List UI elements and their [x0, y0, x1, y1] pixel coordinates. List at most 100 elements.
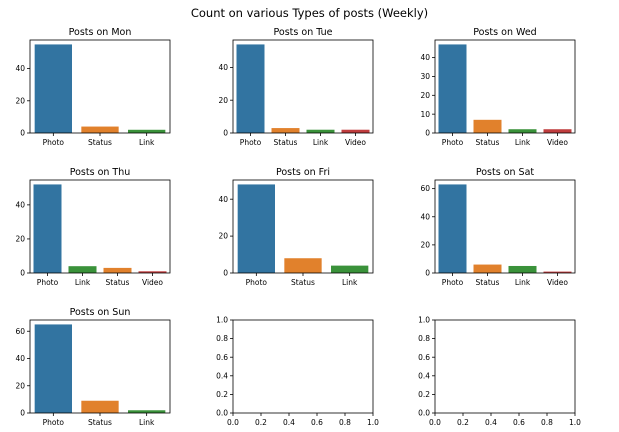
y-tick-label: 0	[425, 269, 430, 278]
y-tick-label: 20	[420, 91, 430, 100]
x-tick-label: Video	[547, 278, 568, 287]
subplot-title: Posts on Sun	[70, 307, 131, 318]
bar-photo	[438, 44, 467, 133]
axes-frame	[232, 319, 374, 414]
x-tick-label: 0.6	[513, 418, 525, 427]
y-tick-label: 0.0	[216, 409, 228, 418]
bar-video	[138, 271, 167, 273]
x-tick-label: Link	[313, 138, 329, 147]
subplot-title: Posts on Wed	[473, 27, 536, 38]
x-tick-label: 0.4	[485, 418, 497, 427]
y-tick-label: 60	[420, 184, 430, 193]
bar-link	[306, 129, 335, 133]
x-tick-label: 1.0	[367, 418, 379, 427]
y-tick-label: 0.4	[216, 371, 228, 380]
y-tick-label: 40	[218, 195, 228, 204]
y-tick-label: 0	[20, 129, 25, 138]
subplot-title: Posts on Thu	[70, 167, 131, 178]
x-tick-label: 0.8	[541, 418, 553, 427]
subplot-title: Posts on Fri	[276, 167, 330, 178]
y-tick-label: 20	[15, 96, 25, 105]
x-tick-label: Link	[75, 278, 91, 287]
y-tick-label: 20	[218, 96, 228, 105]
subplot-3: Photo Status Link Video 0 10 20 30 40 Posts on We…	[420, 27, 576, 147]
axes-frame	[434, 39, 576, 134]
x-tick-label: 0.0	[227, 418, 239, 427]
subplot-4: Photo Link Status Video 0 20 40 Posts on Thu	[15, 167, 171, 287]
figure-title: Count on various Types of posts (Weekly)	[190, 6, 429, 20]
bar-video	[543, 271, 572, 273]
y-tick-label: 0.0	[418, 409, 430, 418]
y-tick-label: 20	[15, 381, 25, 390]
y-tick-label: 0	[425, 129, 430, 138]
x-tick-label: 0.8	[339, 418, 351, 427]
axes-frame	[29, 39, 171, 134]
y-tick-label: 0	[20, 269, 25, 278]
y-tick-label: 0.4	[418, 371, 430, 380]
x-tick-label: Link	[139, 138, 155, 147]
y-tick-label: 0.2	[418, 390, 430, 399]
bar-status	[81, 126, 119, 133]
y-tick-label: 0.8	[418, 334, 430, 343]
subplot-title: Posts on Sat	[476, 167, 535, 178]
x-tick-label: Status	[106, 278, 130, 287]
axes-frame	[232, 39, 374, 134]
subplot-1: Photo Status Link 0 20 40 Posts on Mon	[15, 27, 171, 147]
x-tick-label: Photo	[37, 278, 59, 287]
subplot-7: Photo Status Link 0 20 40 60 Posts on Sun	[15, 307, 171, 427]
y-tick-label: 10	[420, 110, 430, 119]
bar-status	[473, 119, 502, 133]
x-tick-label: 0.6	[311, 418, 323, 427]
x-tick-label: Status	[476, 138, 500, 147]
x-tick-label: Video	[142, 278, 163, 287]
bar-video	[341, 129, 370, 133]
x-tick-label: Status	[274, 138, 298, 147]
bar-link	[508, 265, 537, 273]
x-tick-label: Photo	[43, 418, 65, 427]
subplot-9: 0.0 0.2 0.4 0.6 0.8 1.0 0.0 0.2 0.4 0.6 0.8 1.0	[418, 316, 581, 427]
x-tick-label: Link	[515, 278, 531, 287]
bar-photo	[34, 44, 72, 133]
x-tick-label: 0.0	[429, 418, 441, 427]
axes-frame	[29, 319, 171, 414]
x-tick-label: Status	[88, 418, 112, 427]
bar-status	[284, 258, 322, 273]
x-tick-label: Photo	[246, 278, 268, 287]
bar-photo	[33, 184, 62, 273]
y-tick-label: 0.6	[418, 353, 430, 362]
bar-status	[81, 400, 119, 413]
y-tick-label: 40	[420, 53, 430, 62]
subplot-2: Photo Status Link Video 0 20 40 Posts on Tue	[218, 27, 374, 147]
y-tick-label: 40	[420, 212, 430, 221]
x-tick-label: Photo	[240, 138, 262, 147]
bar-link	[128, 410, 166, 413]
bar-link	[68, 266, 97, 273]
axes-frame	[434, 319, 576, 414]
y-tick-label: 60	[15, 327, 25, 336]
axes-frame	[29, 179, 171, 274]
subplot-title: Posts on Mon	[69, 27, 132, 38]
bar-photo	[237, 184, 275, 273]
y-tick-label: 20	[218, 232, 228, 241]
x-tick-label: Video	[547, 138, 568, 147]
y-tick-label: 30	[420, 72, 430, 81]
axes-frame	[232, 179, 374, 274]
x-tick-label: 0.2	[255, 418, 267, 427]
x-tick-label: Status	[291, 278, 315, 287]
x-tick-label: Link	[515, 138, 531, 147]
y-tick-label: 0.6	[216, 353, 228, 362]
x-tick-label: Video	[345, 138, 366, 147]
x-tick-label: Status	[476, 278, 500, 287]
bar-photo	[34, 324, 72, 413]
y-tick-label: 40	[218, 63, 228, 72]
y-tick-label: 0.2	[216, 390, 228, 399]
y-tick-label: 0	[20, 409, 25, 418]
x-tick-label: Link	[139, 418, 155, 427]
x-tick-label: 1.0	[569, 418, 581, 427]
axes-frame	[434, 179, 576, 274]
x-tick-label: 0.2	[457, 418, 469, 427]
bar-video	[543, 129, 572, 133]
subplot-title: Posts on Tue	[274, 27, 333, 38]
